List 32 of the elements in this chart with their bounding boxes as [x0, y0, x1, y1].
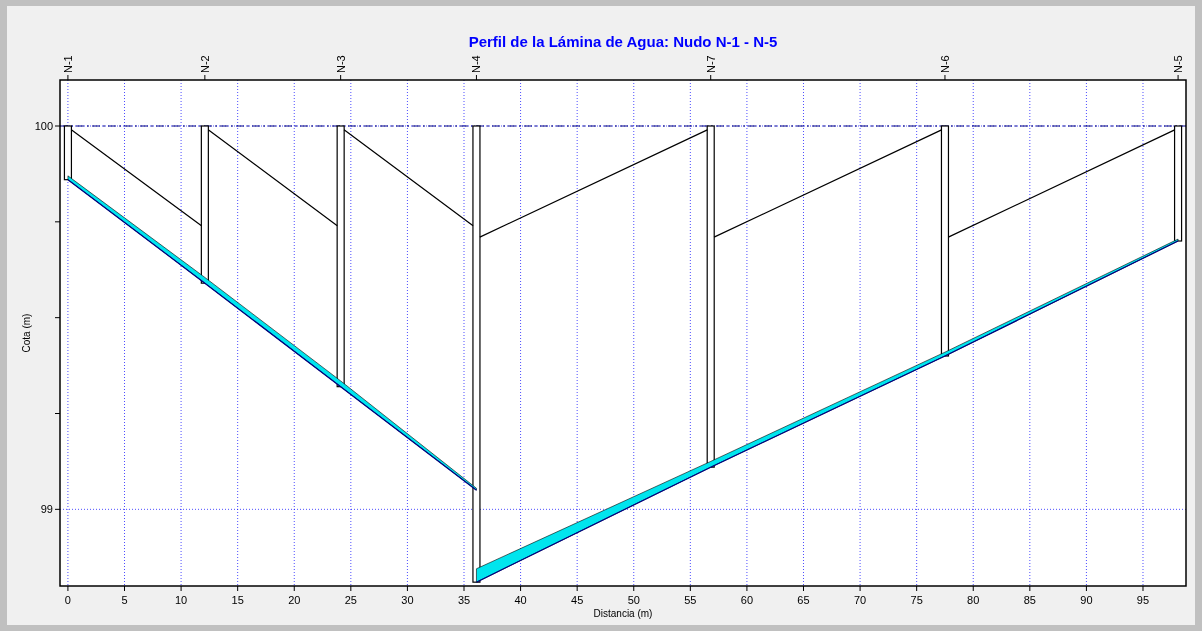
y-tick-label: 100 [34, 119, 53, 132]
chart-title: Perfil de la Lámina de Agua: Nudo N-1 - N-5 [468, 33, 778, 50]
y-axis-title: Cota (m) [21, 313, 32, 353]
y-tick-label: 99 [40, 503, 53, 516]
x-tick-label: 30 [401, 594, 414, 606]
text: N-7 [704, 55, 717, 73]
text: N-6 [938, 55, 951, 73]
x-tick-label: 20 [288, 594, 301, 606]
x-tick-label: 55 [684, 594, 697, 606]
text: N-4 [470, 55, 483, 73]
x-axis-title: Distancia (m) [593, 608, 653, 619]
x-tick-label: 85 [1023, 594, 1036, 606]
x-tick-label: 60 [740, 594, 754, 606]
x-tick-label: 45 [571, 594, 584, 606]
x-tick-label: 35 [457, 594, 471, 606]
x-tick-label: 40 [514, 594, 527, 606]
text: N-1 [61, 55, 74, 73]
x-tick-label: 15 [231, 594, 244, 606]
x-tick-label: 75 [910, 594, 923, 606]
x-tick-label: 90 [1080, 594, 1093, 606]
x-tick-label: 65 [797, 594, 810, 606]
text: N-5 [1171, 55, 1184, 73]
text: N-2 [198, 55, 211, 73]
x-tick-label: 95 [1136, 594, 1150, 606]
x-tick-label: 5 [121, 594, 128, 606]
x-tick-label: 0 [64, 594, 71, 606]
x-tick-label: 10 [174, 594, 188, 606]
text: N-3 [334, 55, 347, 73]
x-tick-label: 50 [627, 594, 640, 606]
x-tick-label: 70 [853, 594, 867, 606]
x-tick-label: 25 [344, 594, 357, 606]
x-tick-label: 80 [967, 594, 980, 606]
